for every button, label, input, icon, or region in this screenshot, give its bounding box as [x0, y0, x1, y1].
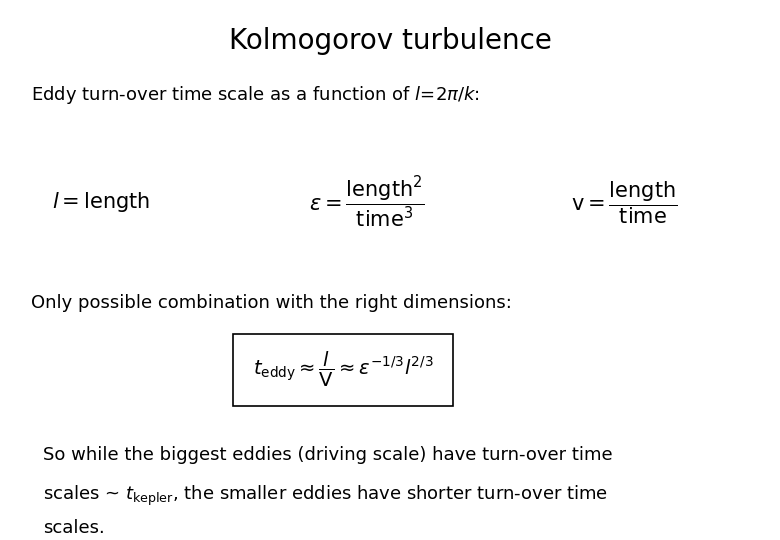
Text: $\varepsilon = \dfrac{\mathrm{length}^2}{\mathrm{time}^3}$: $\varepsilon = \dfrac{\mathrm{length}^2}…: [309, 175, 424, 230]
Text: So while the biggest eddies (driving scale) have turn-over time: So while the biggest eddies (driving sca…: [43, 446, 612, 463]
Text: Kolmogorov turbulence: Kolmogorov turbulence: [229, 27, 551, 55]
FancyBboxPatch shape: [233, 334, 453, 406]
Text: $l = \mathrm{length}$: $l = \mathrm{length}$: [52, 191, 151, 214]
Text: $t_{\mathrm{eddy}} \approx \dfrac{l}{\mathrm{V}} \approx \varepsilon^{-1/3} l^{2: $t_{\mathrm{eddy}} \approx \dfrac{l}{\ma…: [253, 350, 434, 389]
Text: $\mathrm{v} = \dfrac{\mathrm{length}}{\mathrm{time}}$: $\mathrm{v} = \dfrac{\mathrm{length}}{\m…: [571, 179, 677, 226]
Text: Eddy turn-over time scale as a function of $l$=2$\pi$/$k$:: Eddy turn-over time scale as a function …: [31, 84, 480, 106]
Text: scales.: scales.: [43, 519, 105, 537]
Text: Only possible combination with the right dimensions:: Only possible combination with the right…: [31, 294, 512, 312]
Text: scales ~ $t_{\mathrm{kepler}}$, the smaller eddies have shorter turn-over time: scales ~ $t_{\mathrm{kepler}}$, the smal…: [43, 483, 608, 508]
